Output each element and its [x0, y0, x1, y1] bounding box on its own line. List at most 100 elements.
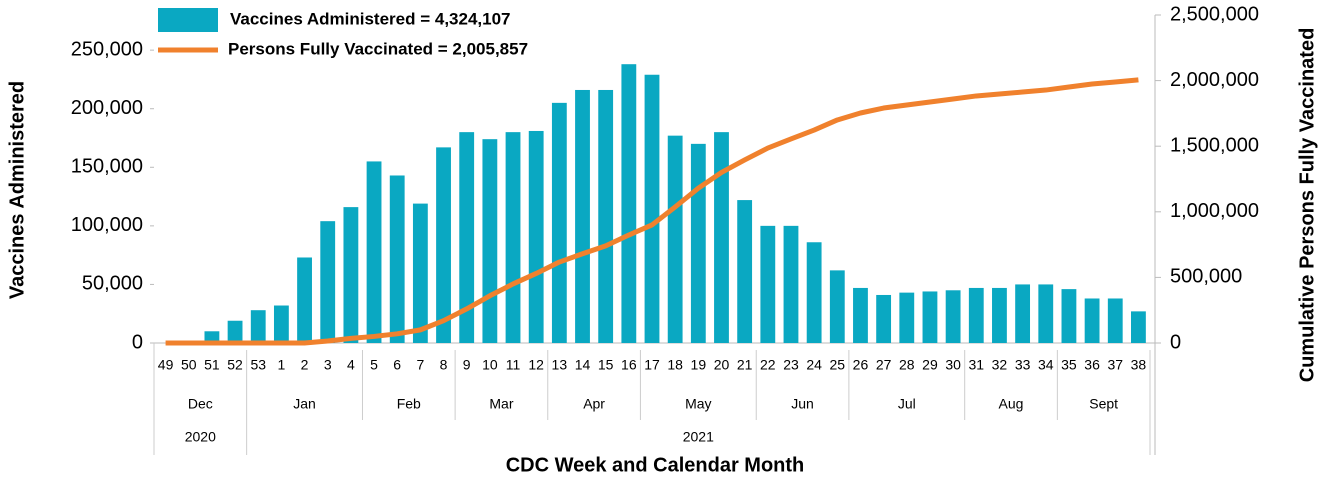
x-tick-label: 52 — [227, 357, 243, 373]
x-tick-label: 27 — [876, 357, 892, 373]
x-tick-label: 23 — [783, 357, 799, 373]
legend-label: Vaccines Administered = 4,324,107 — [230, 9, 511, 28]
month-label: Jun — [791, 396, 814, 412]
y2-tick-label: 500,000 — [1170, 266, 1242, 288]
legend-swatch — [158, 8, 218, 32]
bar — [273, 305, 289, 343]
bar — [505, 132, 521, 343]
x-tick-label: 20 — [714, 357, 730, 373]
bar — [806, 242, 822, 343]
x-tick-label: 29 — [922, 357, 938, 373]
bar — [343, 207, 359, 343]
x-tick-label: 35 — [1061, 357, 1077, 373]
bar — [250, 310, 266, 343]
bar — [1084, 298, 1100, 343]
x-tick-label: 11 — [506, 357, 521, 373]
bar — [366, 161, 382, 343]
x-tick-label: 36 — [1084, 357, 1100, 373]
month-label: Mar — [489, 396, 513, 412]
month-label: Aug — [999, 396, 1024, 412]
y2-tick-label: 2,000,000 — [1170, 69, 1259, 91]
bar — [204, 331, 220, 343]
bar — [644, 74, 660, 343]
x-tick-label: 24 — [806, 357, 822, 373]
bar — [922, 291, 938, 343]
y-tick-label: 100,000 — [71, 214, 143, 236]
x-tick-label: 26 — [853, 357, 869, 373]
x-tick-label: 14 — [575, 357, 591, 373]
bar — [968, 287, 984, 343]
bar — [459, 132, 475, 343]
bar — [1131, 311, 1146, 343]
x-tick-label: 22 — [760, 357, 776, 373]
bar — [760, 225, 776, 343]
y2-tick-label: 0 — [1170, 331, 1181, 353]
y2-axis-title: Cumulative Persons Fully Vaccinated — [1296, 28, 1318, 383]
x-tick-label: 37 — [1107, 357, 1123, 373]
x-tick-label: 17 — [644, 357, 660, 373]
bar — [899, 292, 915, 343]
x-tick-label: 50 — [181, 357, 197, 373]
x-tick-label: 5 — [370, 357, 378, 373]
x-tick-label: 3 — [324, 357, 332, 373]
bar — [320, 221, 336, 343]
month-label: Feb — [397, 396, 421, 412]
x-tick-label: 34 — [1038, 357, 1054, 373]
month-label: Jul — [898, 396, 916, 412]
bar — [436, 147, 451, 343]
y-tick-label: 50,000 — [82, 273, 143, 295]
x-tick-label: 51 — [204, 357, 220, 373]
y2-tick-label: 2,500,000 — [1170, 3, 1259, 25]
bar — [227, 320, 243, 343]
bar — [829, 270, 845, 343]
x-tick-label: 49 — [158, 357, 174, 373]
bar — [876, 294, 892, 343]
bar — [1015, 284, 1031, 343]
y-tick-label: 200,000 — [71, 97, 143, 119]
x-tick-label: 8 — [440, 357, 448, 373]
month-label: Apr — [583, 396, 605, 412]
x-tick-label: 18 — [667, 357, 683, 373]
bar — [992, 287, 1007, 343]
x-tick-label: 30 — [945, 357, 961, 373]
bar — [575, 89, 590, 343]
line — [165, 77, 1139, 346]
x-tick-label: 2 — [301, 357, 309, 373]
bar — [667, 135, 683, 343]
bar — [690, 143, 706, 343]
bar — [1038, 284, 1054, 343]
bar — [389, 175, 405, 343]
legend-label: Persons Fully Vaccinated = 2,005,857 — [228, 39, 528, 58]
bar — [482, 139, 498, 343]
bar — [783, 225, 799, 343]
x-tick-label: 33 — [1015, 357, 1031, 373]
bar — [714, 132, 729, 343]
year-label: 2020 — [185, 429, 216, 445]
x-tick-label: 53 — [250, 357, 266, 373]
x-tick-label: 21 — [737, 357, 753, 373]
y-tick-label: 0 — [132, 331, 143, 353]
x-tick-label: 25 — [830, 357, 846, 373]
month-label: Dec — [188, 396, 213, 412]
x-tick-label: 12 — [528, 357, 544, 373]
month-label: Jan — [293, 396, 316, 412]
y-tick-label: 250,000 — [71, 38, 143, 60]
x-tick-label: 4 — [347, 357, 355, 373]
bar — [853, 287, 868, 343]
x-tick-label: 10 — [482, 357, 498, 373]
bar — [551, 102, 567, 343]
bar — [1061, 289, 1077, 343]
y-tick-label: 150,000 — [71, 156, 143, 178]
x-tick-label: 13 — [552, 357, 568, 373]
year-label: 2021 — [683, 429, 714, 445]
bar — [412, 203, 428, 343]
x-tick-label: 6 — [393, 357, 401, 373]
y-axis-title: Vaccines Administered — [6, 81, 28, 299]
x-tick-label: 1 — [277, 357, 285, 373]
x-tick-label: 16 — [621, 357, 637, 373]
month-label: Sept — [1089, 396, 1118, 412]
y2-tick-label: 1,500,000 — [1170, 134, 1259, 156]
bar — [528, 130, 544, 343]
x-tick-label: 31 — [968, 357, 984, 373]
